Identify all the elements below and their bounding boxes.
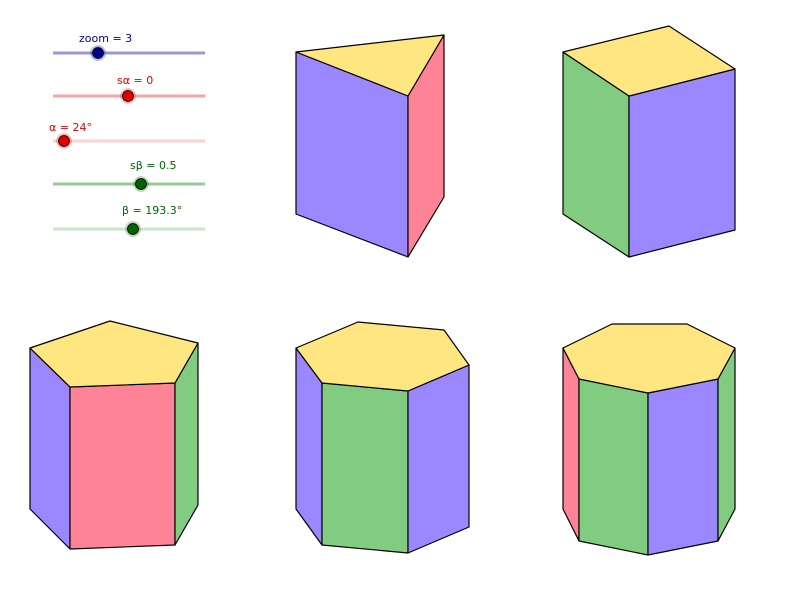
slider-panel: zoom = 3 sα = 0 α = 24° sβ = 0.5 β = 193…	[49, 32, 205, 237]
triangular-prism	[295, 34, 445, 258]
prism-top-face	[29, 320, 199, 388]
s-alpha-slider-knob[interactable]	[122, 90, 134, 102]
prism-side-face	[647, 378, 719, 556]
alpha-slider[interactable]: α = 24°	[49, 121, 205, 149]
pentagonal-prism	[29, 320, 199, 550]
zoom-slider-label: zoom = 3	[79, 32, 132, 45]
alpha-slider-label: α = 24°	[49, 121, 92, 134]
hexagonal-prism	[295, 321, 470, 554]
beta-slider[interactable]: β = 193.3°	[53, 204, 205, 237]
s-alpha-slider-label: sα = 0	[117, 74, 153, 87]
prism-top-face	[562, 323, 736, 394]
s-alpha-slider[interactable]: sα = 0	[53, 74, 205, 104]
prism-side-face	[628, 68, 736, 258]
square-prism	[562, 25, 736, 258]
prism-top-face	[295, 321, 470, 392]
prism-side-face	[578, 378, 649, 556]
zoom-slider-knob[interactable]	[92, 47, 104, 59]
alpha-slider-knob[interactable]	[58, 135, 70, 147]
s-beta-slider-knob[interactable]	[135, 178, 147, 190]
s-beta-slider[interactable]: sβ = 0.5	[53, 159, 205, 192]
zoom-slider[interactable]: zoom = 3	[53, 32, 205, 61]
prism-top-face	[295, 34, 445, 97]
prism-side-face	[321, 382, 409, 554]
prism-top-face	[562, 25, 736, 97]
beta-slider-knob[interactable]	[127, 223, 139, 235]
beta-slider-label: β = 193.3°	[122, 204, 182, 217]
prism-side-face	[407, 364, 470, 554]
prism-side-face	[562, 347, 580, 542]
prism-side-face	[69, 382, 176, 550]
s-beta-slider-label: sβ = 0.5	[130, 159, 176, 172]
heptagonal-prism	[562, 323, 736, 556]
prism-side-face	[717, 347, 736, 542]
